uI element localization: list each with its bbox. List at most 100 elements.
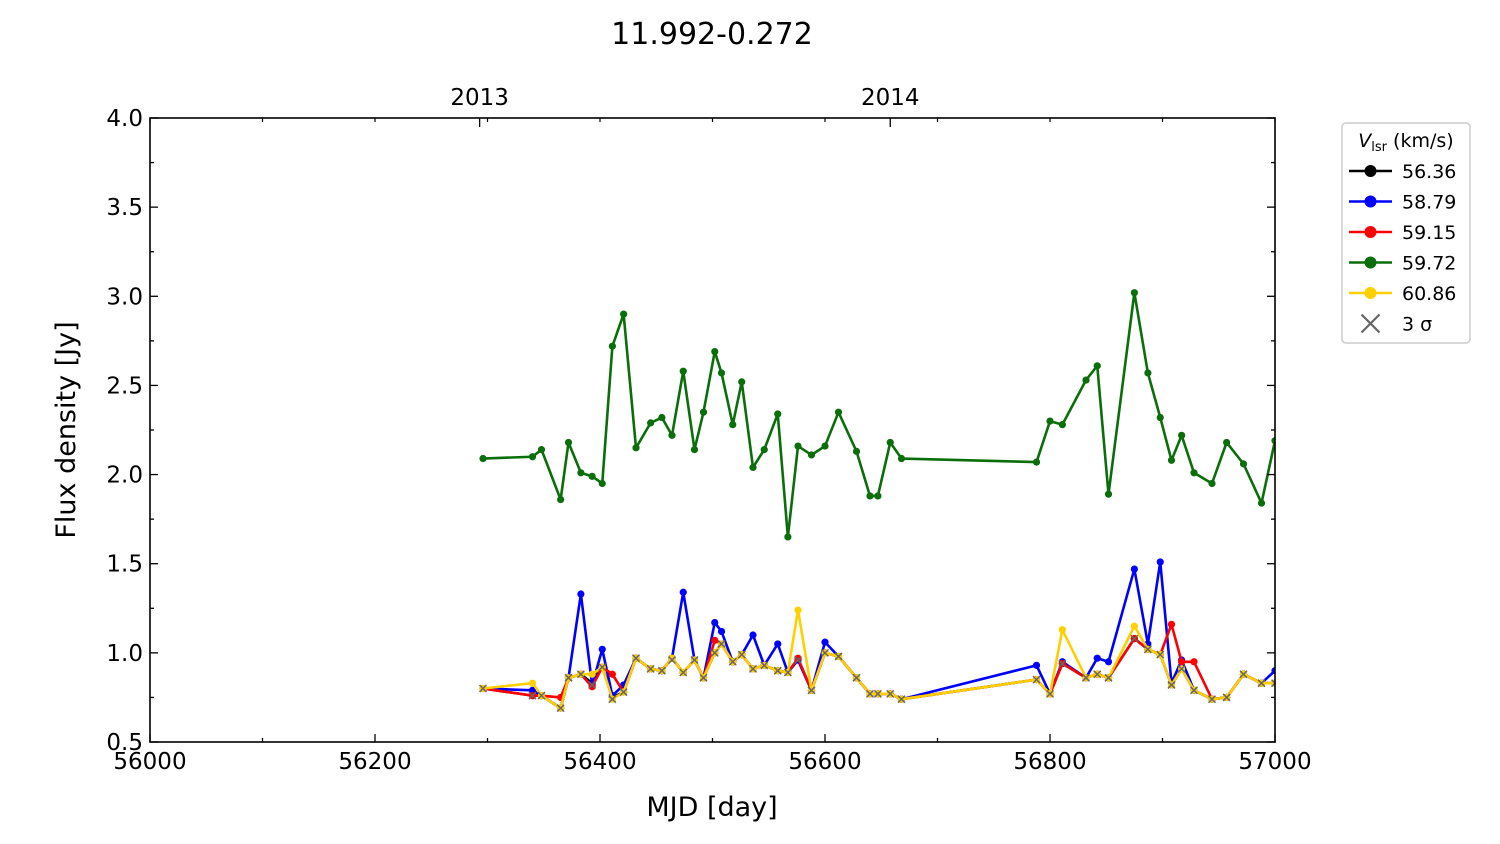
y-tick-label: 1.0 [106,641,143,667]
data-point [1093,362,1101,370]
legend-label: 58.79 [1402,192,1456,214]
sigma-marker [619,688,628,697]
sigma-marker [1177,664,1186,673]
data-point [1190,469,1198,477]
y-axis: 0.5 1.0 1.5 2.0 2.5 3.0 3.5 4.0 [106,106,1275,756]
data-point [866,492,874,500]
data-point [679,367,687,375]
data-point [774,640,782,648]
data-point [1104,658,1113,666]
legend-box [1341,122,1471,344]
data-point [1046,417,1054,425]
data-point [557,495,565,504]
top-year-label: 2013 [450,85,509,111]
data-point [577,469,585,477]
data-point [711,347,719,356]
sigma-marker [873,689,882,698]
sigma-marker [631,654,641,663]
data-point [1257,499,1266,507]
data-point [528,679,537,687]
legend-title-sub: lsr [1371,140,1387,155]
top-year-label: 2014 [861,85,920,111]
legend-title-unit: (km/s) [1387,130,1454,152]
sigma-marker [598,663,607,672]
sigma-marker [717,639,726,648]
data-point [1223,438,1231,447]
y-tick-label: 2.0 [106,463,143,489]
legend-title: Vlsr (km/s) [1358,130,1453,155]
x-axis: 56000 56200 56400 56600 56800 57000 [113,734,1312,775]
legend-item: 59.15 [1349,222,1456,244]
sigma-marker [1104,673,1113,682]
data-point [588,472,596,480]
data-point [1130,565,1138,573]
data-point [852,447,861,455]
x-tick-label: 56800 [1013,749,1086,775]
y-tick-label: 4.0 [106,106,143,132]
sigma-marker [1222,693,1231,702]
sigma-marker [556,704,565,713]
data-point [749,463,757,472]
data-point [598,645,606,653]
y-tick-label: 1.5 [106,552,143,578]
legend: Vlsr (km/s) 56.36 58.79 59.15 59.72 60.86 3 σ [1341,122,1471,344]
sigma-marker [1093,670,1102,679]
x-tick-label: 56200 [338,749,411,775]
data-point [794,442,802,450]
data-point [668,654,676,662]
sigma-markers-layer [478,634,1275,713]
data-point [1156,558,1164,566]
chart-title: 11.992-0.272 [611,17,813,52]
sigma-marker [1058,659,1067,668]
data-point [774,410,782,418]
top-year-axis: 2013 2014 [149,85,1276,127]
sigma-marker [886,689,895,698]
legend-swatch-marker [1364,195,1377,208]
sigma-marker [1130,634,1139,643]
data-point [834,408,843,416]
data-point [699,408,708,416]
data-point [608,342,616,350]
sigma-marker [1045,689,1055,698]
sigma-marker [1081,673,1091,682]
legend-sigma-icon [1360,313,1381,334]
data-point [1190,658,1198,666]
sigma-marker [588,680,597,689]
legend-label: 59.72 [1402,253,1456,275]
sigma-marker [834,652,843,661]
data-point [1058,626,1066,634]
sigma-marker [710,648,719,657]
sigma-marker [748,664,758,673]
sigma-marker [1167,680,1176,689]
sigma-marker [699,673,708,682]
sigma-marker [608,695,617,704]
x-axis-label: MJD [day] [646,792,777,823]
data-point [711,636,719,644]
legend-swatch-marker [1364,226,1377,238]
sigma-marker [537,691,546,700]
sigma-marker [852,673,861,682]
data-point [1271,437,1275,445]
y-tick-label: 2.5 [106,373,143,399]
data-point [528,686,537,694]
sigma-marker [564,673,573,682]
sigma-marker [1207,695,1217,704]
data-point [729,421,737,429]
sigma-marker [1156,650,1165,659]
data-point [1130,622,1138,630]
legend-item: 59.72 [1349,253,1456,275]
data-point [807,451,816,459]
data-point [1082,376,1090,384]
sigma-marker [793,655,803,665]
y-tick-label: 3.5 [106,195,143,221]
data-point [1178,431,1186,439]
data-point [537,446,546,454]
sigma-marker [807,686,816,695]
data-point [620,310,628,318]
x-tick-label: 57000 [1238,749,1311,775]
sigma-marker [657,666,666,675]
data-point [564,438,573,447]
data-point [658,413,666,422]
data-point [1104,490,1113,498]
